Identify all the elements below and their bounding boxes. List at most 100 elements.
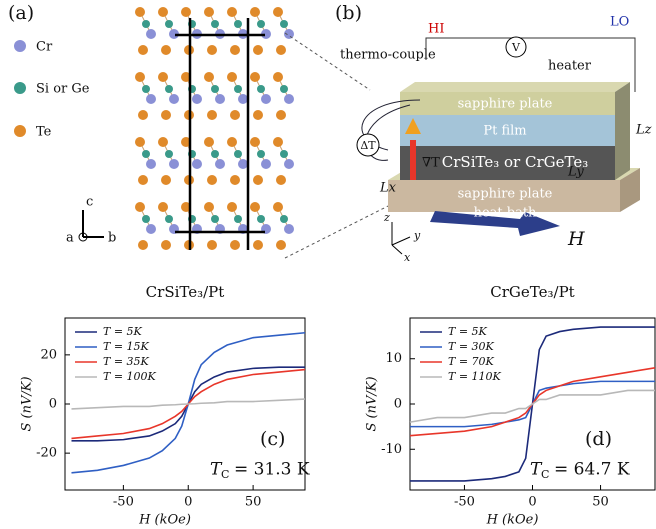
- dimension-label: Lz: [635, 123, 652, 138]
- y-tick-label: 0: [394, 397, 402, 412]
- atom: [204, 72, 214, 82]
- atom: [227, 137, 237, 147]
- atom: [227, 7, 237, 17]
- atom: [135, 72, 145, 82]
- atom: [165, 215, 173, 223]
- atom: [253, 110, 263, 120]
- chart-title: CrGeTe₃/Pt: [490, 283, 574, 301]
- y-tick-label: 10: [385, 351, 402, 366]
- atom: [146, 29, 156, 39]
- atom: [138, 45, 148, 55]
- atom: [138, 240, 148, 250]
- x-tick-label: 0: [528, 495, 536, 510]
- atom: [257, 215, 265, 223]
- atom: [135, 7, 145, 17]
- x-tick-label: -50: [113, 495, 134, 510]
- atom: [207, 45, 217, 55]
- panel-label: (d): [585, 428, 612, 450]
- atom: [207, 175, 217, 185]
- legend-text: T = 5K: [103, 325, 143, 338]
- x-tick-label: 0: [184, 495, 192, 510]
- hi-label: HI: [428, 22, 444, 37]
- axis-label: c: [86, 195, 93, 210]
- atom: [215, 94, 225, 104]
- atom: [250, 202, 260, 212]
- atom: [135, 202, 145, 212]
- atom: [158, 72, 168, 82]
- atom: [192, 94, 202, 104]
- x-axis-label: H (kOe): [486, 513, 539, 528]
- layer-label: sapphire plate: [458, 97, 553, 112]
- legend-text: T = 70K: [448, 355, 495, 368]
- y-tick-label: -10: [381, 442, 402, 457]
- atom: [280, 150, 288, 158]
- atom: [273, 202, 283, 212]
- atom: [146, 94, 156, 104]
- legend-text: T = 30K: [448, 340, 495, 353]
- annotation-sub: C: [541, 468, 549, 481]
- atom: [146, 224, 156, 234]
- atom: [273, 137, 283, 147]
- atom: [158, 137, 168, 147]
- panel-label: (b): [335, 2, 362, 24]
- coord-label: z: [383, 211, 390, 224]
- annotation-sub: C: [221, 468, 229, 481]
- atom: [207, 110, 217, 120]
- atom: [276, 45, 286, 55]
- y-tick-label: 0: [49, 397, 57, 412]
- delta-t-label: ΔT: [360, 139, 376, 152]
- atom: [227, 202, 237, 212]
- atom: [142, 150, 150, 158]
- legend-marker: [14, 82, 26, 94]
- heater-label: heater: [548, 59, 592, 74]
- atom: [234, 85, 242, 93]
- layer-label: sapphire plate: [458, 187, 553, 202]
- atom: [165, 20, 173, 28]
- x-tick-label: 50: [245, 495, 262, 510]
- atom: [230, 240, 240, 250]
- atom: [211, 215, 219, 223]
- zoom-lines: [285, 33, 400, 258]
- legend-marker: [14, 125, 26, 137]
- dimension-label: Ly: [567, 165, 584, 180]
- atom: [161, 110, 171, 120]
- coord-axes: [392, 222, 410, 254]
- atom: [165, 85, 173, 93]
- atom: [250, 72, 260, 82]
- atom: [158, 202, 168, 212]
- atom: [257, 85, 265, 93]
- legend-text: Cr: [36, 40, 53, 55]
- crystal-structure: [135, 7, 294, 250]
- atom: [161, 175, 171, 185]
- legend-text: T = 110K: [448, 370, 502, 383]
- data-line: [71, 333, 305, 473]
- legend-text: Si or Ge: [36, 82, 90, 97]
- atom: [135, 137, 145, 147]
- x-axis-label: H (kOe): [138, 513, 191, 528]
- atom: [161, 240, 171, 250]
- atom: [257, 150, 265, 158]
- atom: [204, 7, 214, 17]
- atom: [234, 215, 242, 223]
- atom: [211, 85, 219, 93]
- y-axis-label: S (nV/K): [20, 376, 35, 431]
- figure: (a) Cr Si or Ge Te c a b (b) HI LO V the…: [0, 0, 656, 529]
- atom: [253, 175, 263, 185]
- atom: [211, 150, 219, 158]
- coord-label: y: [413, 229, 421, 242]
- atom: [276, 240, 286, 250]
- dimension-label: Lx: [379, 181, 397, 196]
- voltmeter-label: V: [511, 41, 521, 54]
- layer-label: heat bath: [474, 206, 537, 221]
- atom: [227, 72, 237, 82]
- atom: [261, 159, 271, 169]
- lo-label: LO: [610, 15, 629, 30]
- atom: [138, 110, 148, 120]
- data-line: [71, 399, 305, 409]
- atom: [284, 224, 294, 234]
- atom: [230, 175, 240, 185]
- legend-text: T = 100K: [103, 370, 157, 383]
- atom: [169, 94, 179, 104]
- x-tick-label: -50: [454, 495, 475, 510]
- axis-label: a: [66, 231, 74, 246]
